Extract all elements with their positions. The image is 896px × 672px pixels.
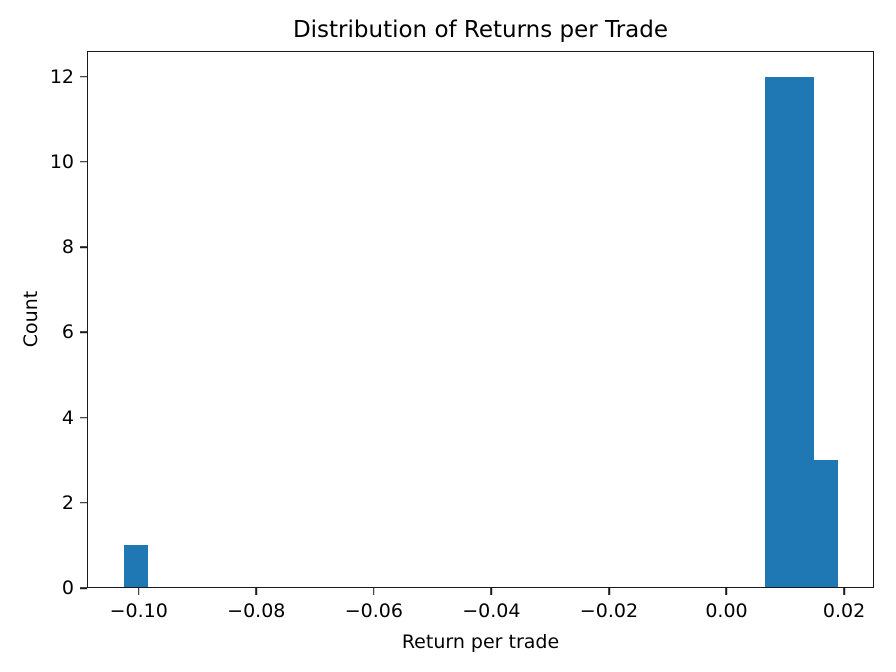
y-axis: 0 2 4 6 8 10 12	[0, 51, 87, 599]
y-tick-mark	[80, 331, 87, 334]
y-tick-mark	[80, 416, 87, 419]
x-tick-label: −0.08	[227, 600, 286, 622]
y-tick-label: 2	[61, 491, 74, 514]
y-axis-title: Count	[20, 290, 42, 348]
x-tick-mark	[843, 588, 845, 595]
y-tick-label: 4	[61, 406, 74, 429]
y-tick-mark	[80, 161, 87, 163]
y-tick-label: 0	[61, 577, 74, 599]
x-tick-label: 0.00	[705, 600, 748, 622]
x-tick-mark	[608, 588, 610, 595]
y-tick-mark	[80, 246, 87, 248]
histogram-bar	[789, 77, 814, 587]
y-tick-label: 6	[61, 321, 74, 344]
y-tick-label: 10	[49, 150, 74, 173]
x-tick-label: 0.02	[822, 600, 866, 622]
chart-title: Distribution of Returns per Trade	[292, 17, 669, 43]
x-axis-title: Return per trade	[401, 631, 560, 653]
x-tick-label: −0.06	[344, 600, 403, 622]
x-tick-label: −0.10	[109, 600, 168, 622]
y-tick-label: 12	[49, 65, 74, 88]
x-tick-mark	[490, 588, 493, 595]
y-tick-mark	[80, 501, 87, 504]
x-tick-label: −0.02	[579, 600, 639, 622]
histogram-bar	[123, 544, 149, 587]
histogram-bar	[765, 77, 790, 587]
x-tick-mark	[373, 588, 375, 595]
y-tick-mark	[80, 587, 87, 589]
x-tick-mark	[137, 588, 140, 595]
y-tick-mark	[80, 75, 87, 78]
histogram-bar	[813, 459, 838, 587]
x-tick-label: −0.04	[462, 600, 521, 622]
x-axis: −0.10 −0.08 −0.06 −0.04 −0.02 0.00 0.02	[87, 588, 874, 632]
x-tick-mark	[255, 588, 258, 595]
x-tick-mark	[725, 588, 728, 595]
plot-area	[87, 51, 874, 588]
y-tick-label: 8	[61, 236, 74, 259]
